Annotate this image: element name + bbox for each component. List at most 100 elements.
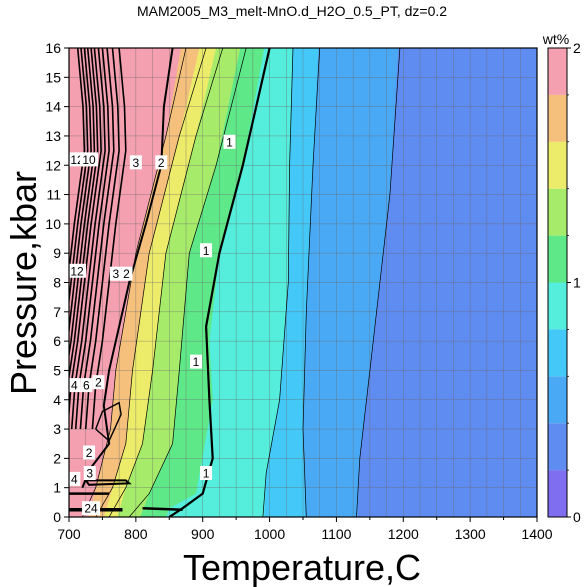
contour-1.8 — [82, 48, 187, 517]
colorbar-segment — [548, 329, 567, 377]
contour-loop — [95, 401, 122, 442]
y-tick-label: 16 — [45, 40, 61, 56]
contour-label: 3 — [86, 467, 93, 481]
y-tick-label: 12 — [45, 157, 61, 173]
colorbar-segment — [548, 235, 567, 283]
contour-label-bg — [120, 266, 133, 281]
contour-label-bg — [223, 134, 236, 149]
contour-0.4 — [356, 48, 401, 517]
contour-label: 1 — [203, 244, 210, 258]
contour-label-bg — [92, 375, 105, 390]
contour-label-bg — [129, 155, 142, 170]
y-tick-label: 6 — [53, 333, 61, 349]
colorbar-tick-label: 1 — [573, 275, 581, 291]
contour-label: 12 — [70, 264, 84, 278]
y-tick-label: 3 — [53, 421, 61, 437]
contour-2 — [81, 48, 174, 489]
contour-dense-9 — [69, 48, 92, 337]
contour-label: 4 — [71, 379, 78, 393]
y-tick-label: 7 — [53, 304, 61, 320]
y-tick-label: 1 — [53, 480, 61, 496]
contour-dense-10 — [69, 48, 89, 308]
contour-0.6 — [302, 48, 321, 517]
contour-label-bg — [68, 263, 87, 278]
colorbar-segment — [548, 141, 567, 189]
contour-label: 1 — [226, 135, 233, 149]
x-tick-label: 900 — [191, 526, 215, 542]
contour-1.6 — [95, 48, 207, 517]
x-tick-label: 1300 — [455, 526, 486, 542]
contour-label: 3 — [133, 156, 140, 170]
colorbar: 0 1 2 — [547, 40, 581, 525]
contour-label: 2 — [123, 267, 130, 281]
y-tick-label: 2 — [53, 450, 61, 466]
contour-label: 4 — [71, 472, 78, 486]
contour-label-bg — [155, 155, 168, 170]
contour-label-bg — [68, 471, 81, 486]
contour-1.2 — [128, 48, 247, 517]
x-tick-label: 1400 — [521, 526, 552, 542]
contour-label: 2 — [158, 156, 165, 170]
contour-label: 10 — [82, 153, 96, 167]
colorbar-segment — [548, 376, 567, 424]
contour-dense-3 — [79, 48, 115, 430]
grid — [69, 48, 537, 517]
x-tick-label: 1000 — [254, 526, 285, 542]
contour-label: 2 — [86, 446, 93, 460]
x-tick-label: 1100 — [321, 526, 351, 542]
contour-label: 1 — [203, 467, 210, 481]
y-tick-label: 13 — [45, 128, 61, 144]
y-tick-label: 11 — [46, 187, 61, 203]
contour-band-3 — [142, 506, 183, 511]
colorbar-segment — [548, 94, 567, 142]
contour-1 — [168, 48, 271, 517]
colorbar-segment — [548, 48, 567, 95]
contour-dense-6 — [69, 48, 102, 423]
x-tick-label: 800 — [124, 526, 148, 542]
colorbar-label: wt% — [542, 31, 569, 47]
contour-label-bg — [190, 354, 203, 369]
contour-label: 1 — [193, 355, 200, 369]
contour-label-bg — [109, 266, 122, 281]
y-tick-label: 4 — [53, 392, 61, 408]
contour-dense-2 — [84, 48, 120, 430]
colorbar-segment — [548, 188, 567, 236]
x-axis-label: Temperature,C — [183, 547, 421, 587]
contour-label: 6 — [83, 379, 90, 393]
contour-label-bg — [200, 243, 213, 258]
contour-label-bg — [68, 378, 81, 393]
colorbar-segment — [548, 423, 567, 471]
contour-0.8 — [262, 48, 294, 517]
y-tick-label: 5 — [53, 362, 61, 378]
y-tick-label: 0 — [53, 509, 61, 525]
contour-band-1 — [84, 479, 132, 486]
contour-dense-11 — [69, 48, 86, 279]
contour-label: 24 — [84, 502, 98, 516]
contour-1.4 — [108, 48, 224, 517]
contour-dense-8 — [69, 48, 96, 360]
y-axis-label: Pressure,kbar — [3, 171, 44, 395]
x-tick-label: 700 — [57, 526, 81, 542]
contour-dense-5 — [70, 48, 106, 430]
contour-label-bg — [80, 378, 93, 393]
colorbar-segment — [548, 282, 567, 330]
chart-title: MAM2005_M3_melt-MnO.d_H2O_0.5_PT, dz=0.2 — [137, 3, 447, 19]
contour-label-bg — [83, 466, 96, 481]
contour-label: 3 — [112, 267, 119, 281]
contour-dense-7 — [69, 48, 99, 382]
contour-label-bg — [82, 501, 101, 516]
y-tick-label: 9 — [53, 245, 61, 261]
contour-label-bg — [200, 466, 213, 481]
contour-dense-4 — [74, 48, 110, 430]
y-tick-label: 14 — [45, 99, 61, 115]
y-tick-label: 8 — [53, 275, 61, 291]
y-tick-label: 10 — [45, 216, 61, 232]
colorbar-segment — [548, 470, 567, 517]
contour-label: 2 — [95, 376, 102, 390]
contour-label-bg — [80, 152, 99, 167]
x-tick-label: 1200 — [388, 526, 419, 542]
contour-label-bg — [83, 445, 96, 460]
